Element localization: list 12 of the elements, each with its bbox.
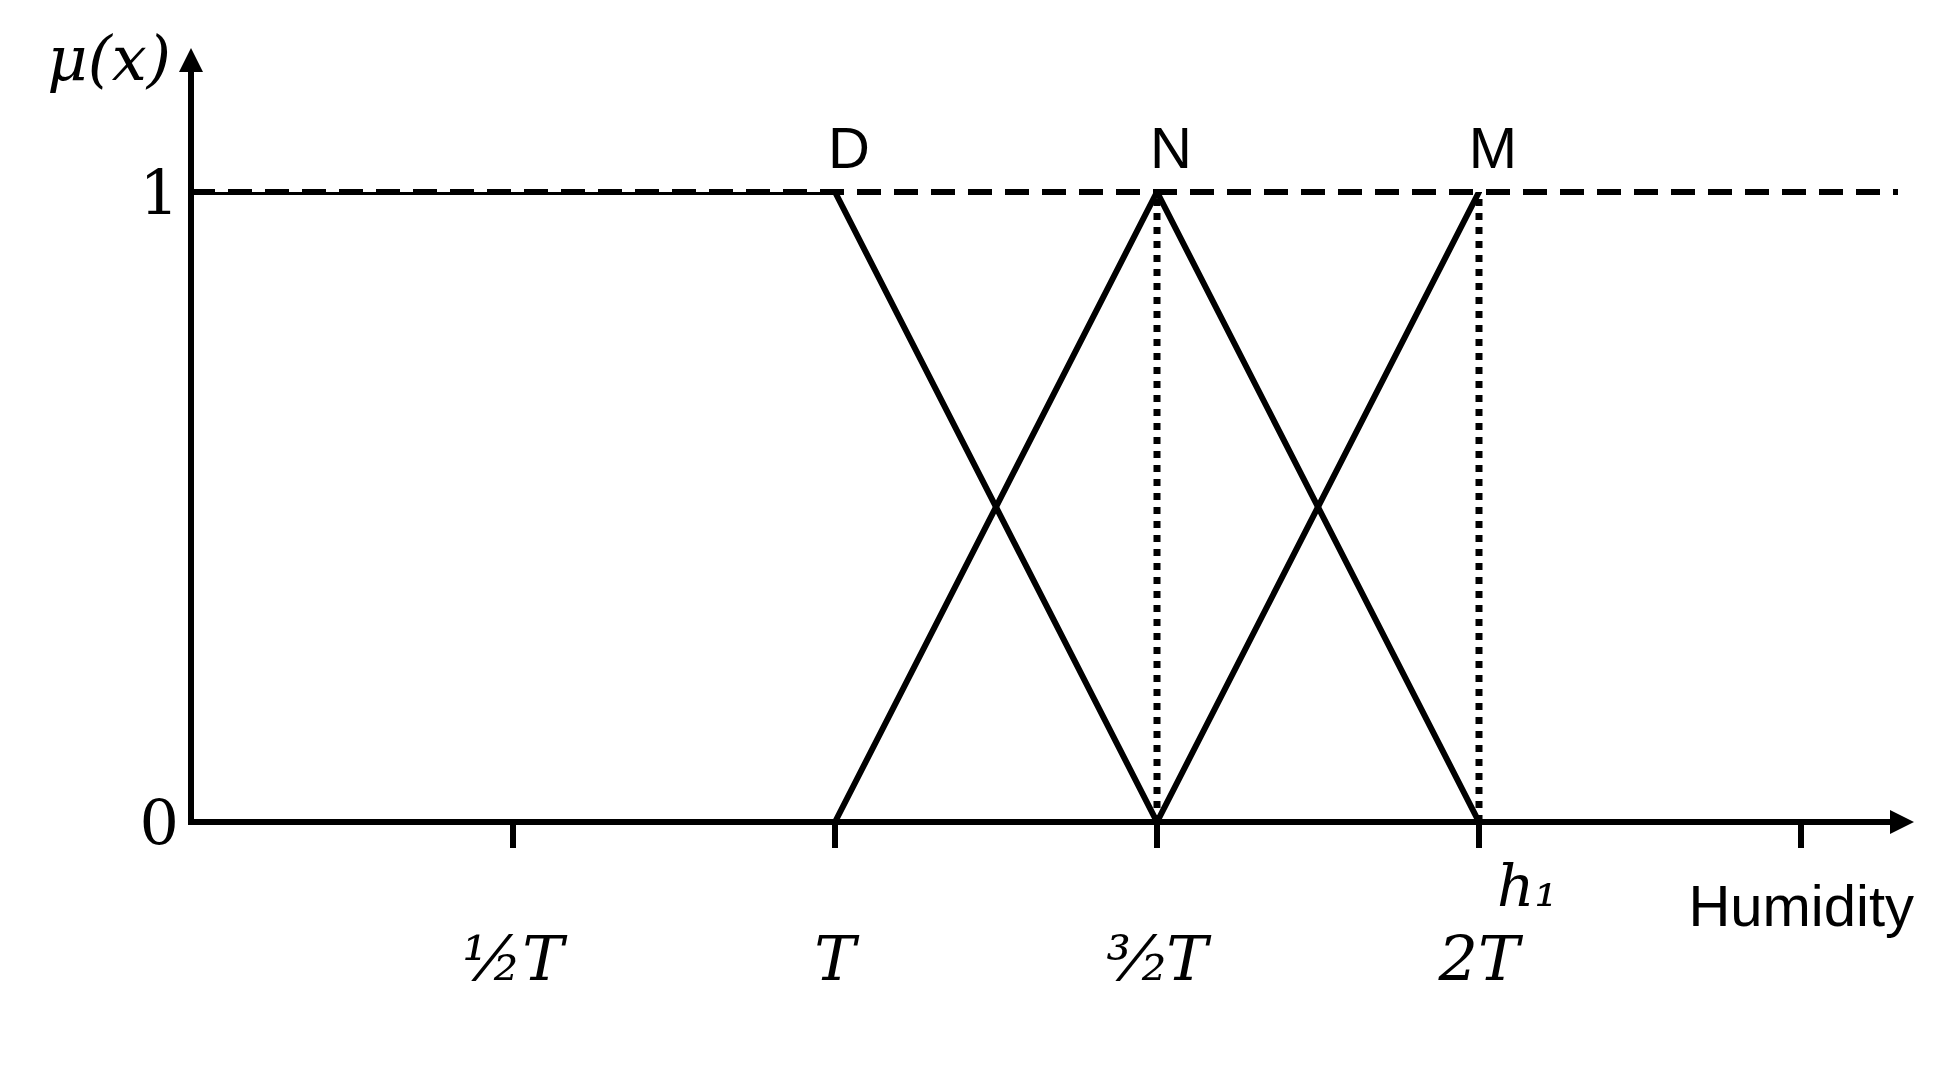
y-axis-title: μ(x) xyxy=(47,22,171,95)
series-label: N xyxy=(1150,115,1192,180)
series-label: M xyxy=(1468,115,1518,180)
x-tick-label: 2T xyxy=(1437,922,1525,995)
x-axis-title: Humidity xyxy=(1688,873,1914,938)
x-tick-label: ½T xyxy=(462,922,569,995)
y-tick-label: 1 xyxy=(139,156,179,229)
x-tick-label: ³⁄₂T xyxy=(1106,922,1213,995)
x-tick-label: T xyxy=(814,922,861,995)
y-tick-label: 0 xyxy=(139,786,179,859)
series-label: D xyxy=(828,115,870,180)
annotation: h₁ xyxy=(1497,852,1558,920)
